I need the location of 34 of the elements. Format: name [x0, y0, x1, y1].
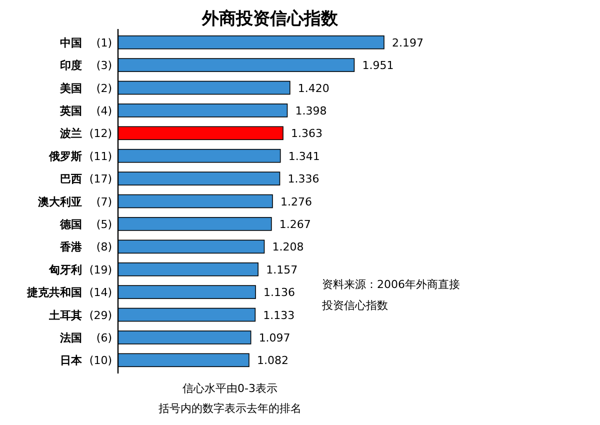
data-label: 1.398	[295, 104, 327, 118]
category-label: 法国 (6)	[60, 331, 112, 344]
category-label: 美国 (2)	[60, 82, 112, 95]
data-label: 1.157	[266, 263, 298, 276]
data-label: 1.208	[272, 240, 304, 254]
y-tick-label: 捷克共和国 (14)	[26, 286, 112, 300]
data-label: 1.267	[279, 218, 311, 231]
data-label: 1.951	[362, 59, 394, 72]
data-label: 1.336	[288, 172, 320, 186]
category-label: 英国 (4)	[60, 104, 112, 118]
data-label: 1.097	[258, 331, 290, 344]
y-tick-label: 俄罗斯 (11)	[48, 150, 112, 163]
text: 括号内的数字表示去年的排名	[158, 401, 302, 417]
annotation: 资料来源：2006年外商直接投资信心指数	[322, 277, 461, 314]
y-tick-label: 匈牙利 (19)	[48, 263, 112, 276]
y-tick-label: 波兰 (12)	[59, 127, 112, 140]
data-label: 1.363	[291, 127, 323, 140]
data-label: 1.136	[264, 286, 296, 300]
data-label: 1.082	[257, 354, 288, 368]
category-label: 中国 (1)	[60, 36, 112, 50]
category-label: 印度 (3)	[60, 59, 112, 72]
chart-title: 外商投资信心指数	[201, 9, 339, 29]
text: 信心水平由0-3表示	[182, 381, 278, 397]
data-label: 1.276	[280, 195, 312, 208]
data-label: 1.133	[263, 308, 295, 322]
y-tick-label: 巴西 (17)	[60, 172, 112, 186]
category-label: 香港 (8)	[60, 240, 112, 254]
category-label: 澳大利亚 (7)	[38, 195, 112, 208]
data-label: 1.341	[288, 150, 320, 163]
y-tick-label: 日本 (10)	[60, 354, 112, 368]
category-label: 德国 (5)	[60, 218, 112, 231]
data-label: 1.420	[298, 82, 330, 95]
y-tick-label: 土耳其 (29)	[48, 308, 112, 322]
data-label: 2.197	[392, 36, 424, 50]
